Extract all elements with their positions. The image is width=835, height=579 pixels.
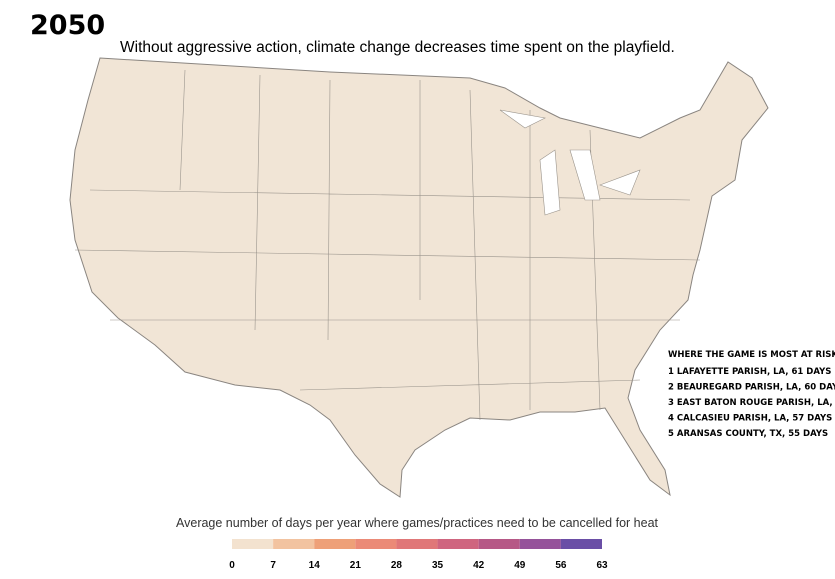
legend-tick-label: 14 [309, 560, 321, 571]
great-lakes [499, 109, 641, 216]
legend-title: Average number of days per year where ga… [176, 516, 659, 530]
risk-item: 4 CALCASIEU PARISH, LA, 57 DAYS [668, 414, 832, 424]
risk-list: WHERE THE GAME IS MOST AT RISK 1 LAFAYET… [668, 350, 835, 439]
legend-swatch [396, 539, 438, 549]
legend-tick-label: 49 [514, 560, 526, 571]
legend-swatch [355, 539, 397, 549]
risk-heading: WHERE THE GAME IS MOST AT RISK [668, 350, 835, 360]
legend-swatch [437, 539, 479, 549]
legend-tick-label: 56 [555, 560, 567, 571]
legend: 0 7 14 21 28 35 42 49 56 63 [229, 539, 608, 571]
legend-tick-label: 21 [350, 560, 362, 571]
legend-swatch [519, 539, 561, 549]
legend-swatch [560, 539, 602, 549]
legend-swatch [232, 539, 274, 549]
risk-item: 1 LAFAYETTE PARISH, LA, 61 DAYS [668, 367, 831, 377]
legend-tick-label: 63 [596, 560, 608, 571]
legend-swatch [478, 539, 520, 549]
legend-tick-label: 7 [270, 560, 276, 571]
legend-swatch [273, 539, 315, 549]
risk-item: 5 ARANSAS COUNTY, TX, 55 DAYS [668, 429, 828, 439]
state-lines [74, 69, 701, 421]
subtitle: Without aggressive action, climate chang… [120, 39, 675, 56]
legend-tick-label: 35 [432, 560, 444, 571]
risk-item: 3 EAST BATON ROUGE PARISH, LA, 58 DAYS [668, 398, 835, 408]
legend-tick-label: 0 [229, 560, 235, 571]
risk-item: 2 BEAUREGARD PARISH, LA, 60 DAYS [668, 383, 835, 393]
legend-tick-label: 42 [473, 560, 485, 571]
legend-tick-label: 28 [391, 560, 403, 571]
us-outline [69, 57, 769, 498]
us-map [69, 57, 769, 498]
title: 2050 [30, 10, 105, 41]
legend-swatch [314, 539, 356, 549]
